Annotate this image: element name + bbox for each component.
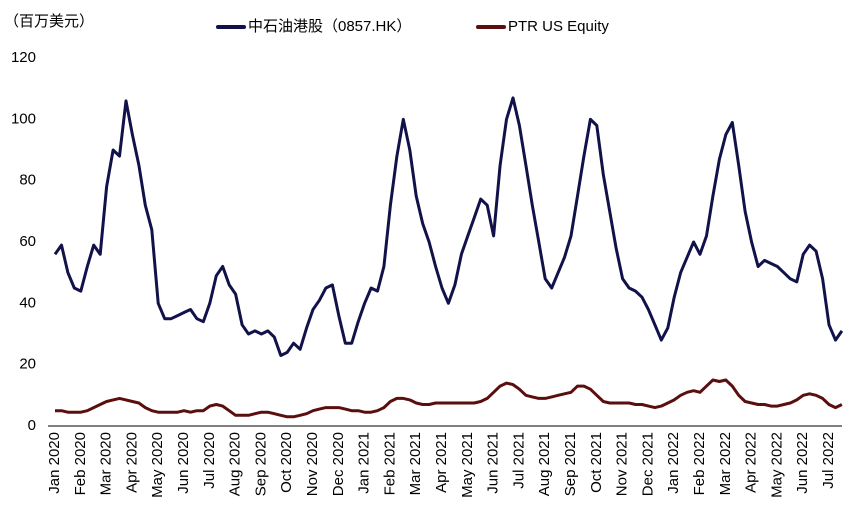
- y-tick-label: 40: [19, 294, 36, 311]
- x-tick-label: Jan 2020: [46, 432, 63, 494]
- x-tick-label: Apr 2022: [743, 432, 760, 493]
- y-tick-label: 60: [19, 233, 36, 250]
- x-tick-label: Apr 2021: [433, 432, 450, 493]
- x-tick-label: Aug 2020: [227, 432, 244, 496]
- x-tick-label: Nov 2021: [614, 432, 631, 496]
- x-tick-label: Jul 2021: [510, 432, 527, 489]
- x-tick-label: May 2021: [459, 432, 476, 498]
- y-tick-label: 0: [28, 417, 36, 434]
- x-tick-label: Oct 2020: [278, 432, 295, 493]
- x-tick-label: Feb 2022: [691, 432, 708, 495]
- series-line: [55, 378, 843, 419]
- x-tick-label: Feb 2020: [72, 432, 89, 495]
- x-tick-label: Mar 2020: [98, 432, 115, 495]
- x-tick-label: Feb 2021: [381, 432, 398, 495]
- x-tick-label: Sep 2021: [562, 432, 579, 496]
- x-tick-label: May 2022: [768, 432, 785, 498]
- x-tick-label: Apr 2020: [123, 432, 140, 493]
- legend-label: PTR US Equity: [508, 18, 609, 35]
- y-axis-unit: （百万美元）: [4, 13, 94, 30]
- x-tick-label: Sep 2020: [252, 432, 269, 496]
- y-tick-label: 20: [19, 356, 36, 373]
- y-tick-label: 100: [11, 110, 36, 127]
- legend-label: 中石油港股（0857.HK）: [248, 18, 411, 35]
- x-tick-label: Jul 2020: [201, 432, 218, 489]
- y-tick-label: 80: [19, 172, 36, 189]
- x-tick-label: Dec 2020: [330, 432, 347, 496]
- series-line: [53, 96, 844, 357]
- x-tick-label: Aug 2021: [536, 432, 553, 496]
- x-tick-label: Jan 2021: [356, 432, 373, 494]
- x-tick-label: Jan 2022: [665, 432, 682, 494]
- x-tick-label: Nov 2020: [304, 432, 321, 496]
- x-tick-label: May 2020: [149, 432, 166, 498]
- x-tick-label: Jun 2021: [485, 432, 502, 494]
- x-tick-label: Jun 2022: [794, 432, 811, 494]
- y-tick-label: 120: [11, 49, 36, 66]
- x-tick-label: Jul 2022: [820, 432, 837, 489]
- x-tick-label: Mar 2022: [717, 432, 734, 495]
- x-tick-label: Mar 2021: [407, 432, 424, 495]
- x-tick-label: Dec 2021: [639, 432, 656, 496]
- x-tick-label: Oct 2021: [588, 432, 605, 493]
- x-tick-label: Jun 2020: [175, 432, 192, 494]
